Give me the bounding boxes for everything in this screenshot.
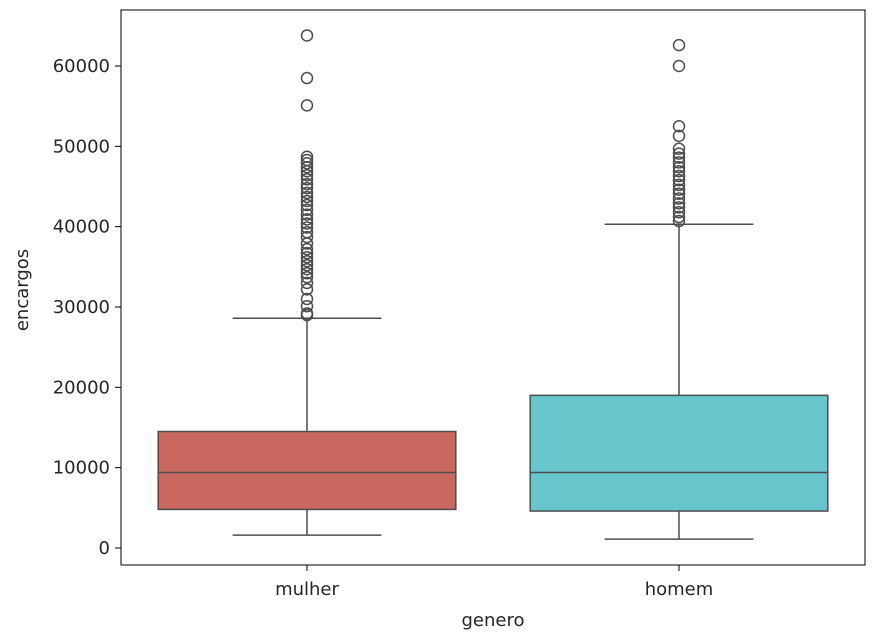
outlier-point [672, 183, 686, 196]
outlier-point [672, 201, 686, 214]
outlier-point [672, 59, 686, 73]
outlier-point [300, 99, 314, 112]
iqr-box [157, 430, 457, 511]
outlier-point [300, 186, 314, 200]
outlier-point [300, 283, 314, 296]
outlier-point [300, 198, 314, 212]
box-mulher [157, 29, 457, 536]
outlier-point [672, 129, 686, 143]
outlier-point [300, 242, 314, 256]
boxes-group [157, 29, 829, 540]
y-tick-label: 0 [99, 538, 110, 559]
y-tick-label: 10000 [53, 458, 110, 479]
outlier-point [300, 250, 314, 264]
outlier-point [672, 151, 686, 164]
outlier-point [300, 292, 314, 306]
outlier-point [300, 173, 314, 186]
outlier-point [672, 38, 686, 52]
outlier-point [300, 217, 314, 230]
y-tick-label: 30000 [53, 297, 110, 318]
y-axis-label: encargos [12, 249, 33, 331]
outlier-point [300, 267, 314, 280]
outlier-point [300, 194, 314, 208]
outlier-point [672, 156, 686, 169]
outlier-point [672, 173, 686, 187]
x-axis-label: genero [462, 610, 525, 631]
outlier-point [300, 246, 314, 260]
outlier-point [300, 276, 314, 290]
outlier-point [300, 230, 314, 244]
y-tick-label: 40000 [53, 217, 110, 238]
outlier-point [300, 307, 314, 320]
outlier-point [672, 205, 686, 219]
outlier-point [300, 169, 314, 182]
outlier-point [300, 221, 314, 234]
outlier-point [672, 164, 686, 178]
outlier-point [672, 142, 686, 155]
outlier-point [672, 197, 686, 210]
outlier-point [672, 147, 686, 160]
x-tick-label: homem [645, 579, 714, 600]
outlier-point [672, 120, 686, 133]
outlier-point [672, 214, 686, 228]
outlier-point [300, 254, 314, 268]
outlier-point [300, 299, 314, 313]
x-axis: mulher homem [275, 565, 713, 600]
outlier-point [672, 178, 686, 192]
outlier-point [300, 213, 314, 226]
outlier-point [300, 262, 314, 276]
outlier-point [300, 150, 314, 164]
y-tick-label: 50000 [53, 136, 110, 157]
outlier-point [300, 177, 314, 191]
y-tick-label: 20000 [53, 377, 110, 398]
outlier-point [300, 258, 314, 272]
outlier-point [300, 153, 314, 167]
outlier-point [300, 71, 314, 85]
outlier-point [300, 156, 314, 170]
outlier-point [300, 208, 314, 221]
outlier-point [300, 271, 314, 284]
outlier-point [672, 160, 686, 174]
iqr-box [529, 394, 829, 512]
outlier-point [672, 169, 686, 183]
outlier-point [672, 210, 686, 224]
y-tick-label: 60000 [53, 56, 110, 77]
outlier-point [300, 226, 314, 239]
outlier-point [672, 187, 686, 200]
outlier-point [300, 203, 314, 217]
x-tick-label: mulher [275, 579, 339, 600]
outlier-point [672, 192, 686, 205]
box-homem [529, 38, 829, 540]
outlier-point [300, 190, 314, 204]
outlier-point [300, 181, 314, 195]
y-axis: 0 10000 20000 30000 40000 50000 60000 [53, 56, 121, 559]
outlier-point [300, 29, 314, 42]
